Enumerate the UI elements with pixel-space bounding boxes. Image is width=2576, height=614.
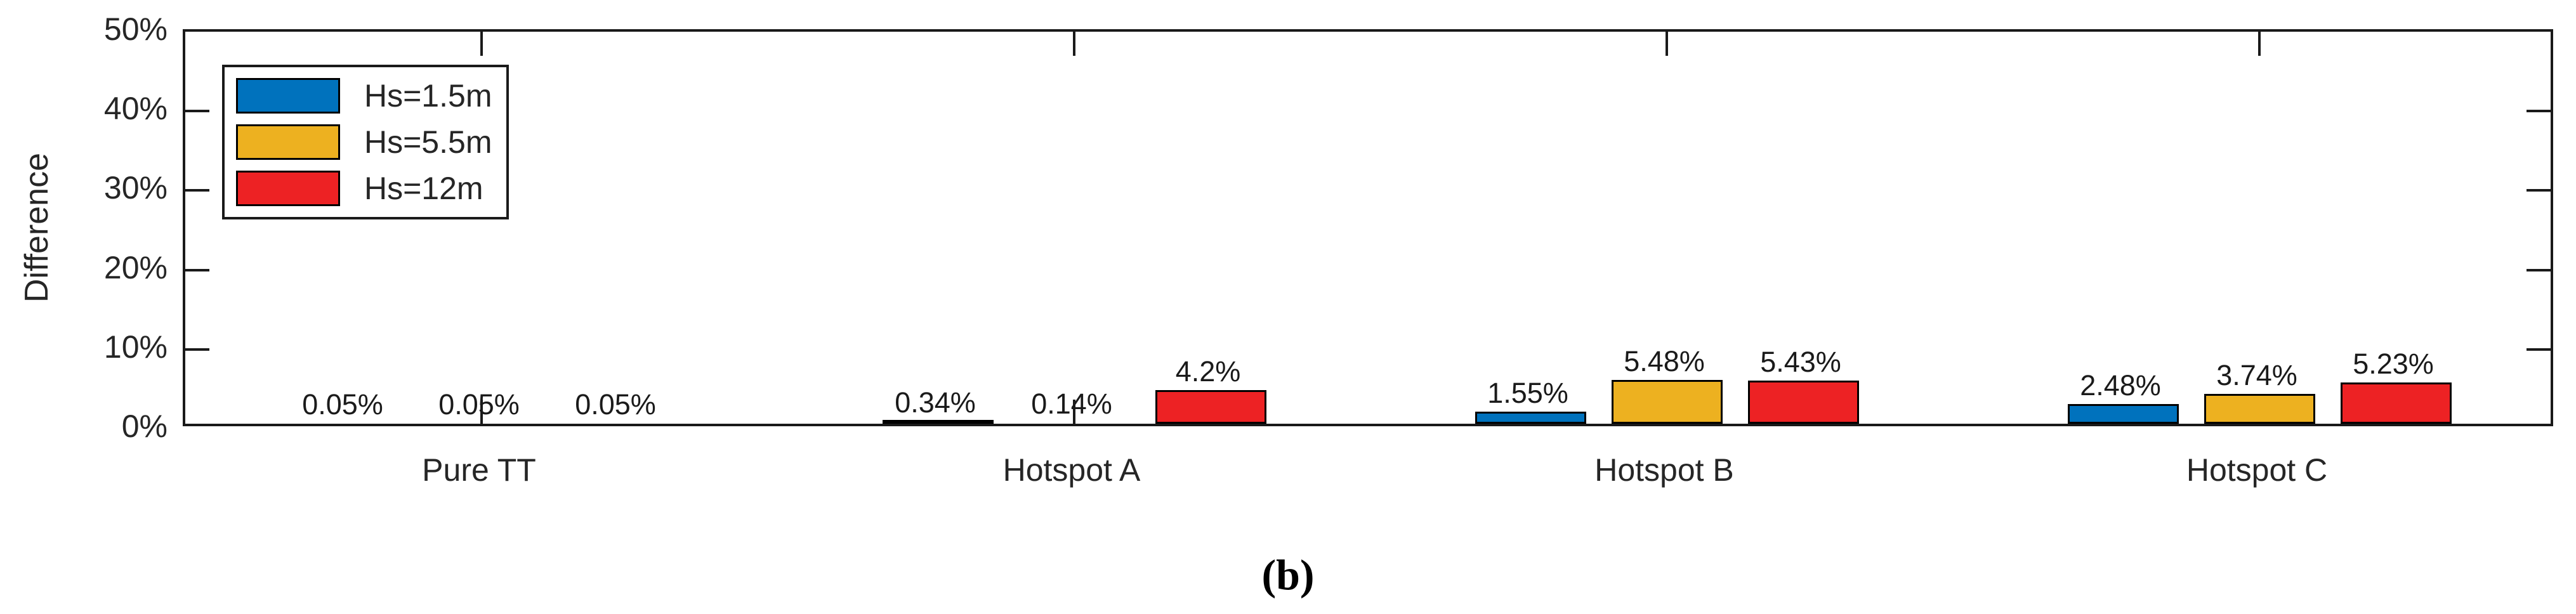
x-category-label: Hotspot A <box>1002 452 1141 488</box>
x-category-label: Hotspot B <box>1594 452 1734 488</box>
x-tick-bottom <box>1073 400 1075 424</box>
hs-1-5m-swatch <box>236 78 340 114</box>
y-tick <box>2527 110 2551 113</box>
bar-Hs=12m-Hotspot C <box>2340 382 2452 424</box>
x-category-label: Hotspot C <box>2186 452 2328 488</box>
hs-12m-swatch <box>236 171 340 206</box>
legend-item-label: Hs=12m <box>364 171 483 206</box>
x-tick-top <box>1666 32 1668 56</box>
legend-item: Hs=12m <box>236 171 506 206</box>
y-tick <box>185 268 209 271</box>
bar-value-label: 5.43% <box>1760 346 1841 379</box>
x-tick-top <box>480 32 483 56</box>
y-tick <box>185 189 209 192</box>
bar-Hs=12m-Hotspot B <box>1747 381 1859 424</box>
y-tick <box>185 348 209 351</box>
x-tick-top <box>1073 32 1075 56</box>
y-tick <box>185 110 209 113</box>
legend: Hs=1.5m Hs=5.5m Hs=12m <box>222 65 509 219</box>
bar-value-label: 4.2% <box>1175 355 1241 388</box>
subfigure-caption: (b) <box>1261 551 1315 599</box>
legend-item-label: Hs=1.5m <box>364 78 492 114</box>
y-tick-label: 40% <box>103 91 168 127</box>
y-tick-label: 10% <box>103 329 168 365</box>
y-tick-label: 20% <box>103 249 168 285</box>
x-tick-top <box>2258 32 2261 56</box>
bar-value-label: 0.14% <box>1031 388 1112 421</box>
y-tick-label: 0% <box>121 408 168 444</box>
bar-value-label: 5.48% <box>1624 345 1705 378</box>
bar-value-label: 3.74% <box>2216 359 2297 392</box>
plot-area <box>183 29 2553 426</box>
bar-value-label: 0.05% <box>575 388 656 421</box>
y-tick <box>2527 268 2551 271</box>
bar-Hs=1.5m-Hotspot B <box>1475 412 1586 424</box>
y-tick <box>2527 189 2551 192</box>
bar-Hs=1.5m-Hotspot A <box>882 420 994 424</box>
legend-item-label: Hs=5.5m <box>364 124 492 160</box>
bar-value-label: 2.48% <box>2080 369 2161 402</box>
legend-item: Hs=1.5m <box>236 78 506 114</box>
bar-Hs=5.5m-Hotspot C <box>2204 394 2315 424</box>
bar-value-label: 0.05% <box>302 388 383 421</box>
y-tick-label: 50% <box>103 11 168 47</box>
bar-value-label: 0.05% <box>438 388 520 421</box>
bar-Hs=5.5m-Hotspot B <box>1611 380 1723 424</box>
bar-Hs=1.5m-Hotspot C <box>2067 404 2179 424</box>
bar-value-label: 1.55% <box>1487 376 1568 409</box>
legend-item: Hs=5.5m <box>236 124 506 160</box>
bar-value-label: 5.23% <box>2353 347 2434 380</box>
x-tick-bottom <box>480 400 483 424</box>
hs-5-5m-swatch <box>236 124 340 160</box>
y-tick-label: 30% <box>103 170 168 206</box>
x-category-label: Pure TT <box>422 452 536 488</box>
bar-Hs=12m-Hotspot A <box>1155 390 1266 424</box>
bar-value-label: 0.34% <box>895 386 976 419</box>
y-tick <box>2527 348 2551 351</box>
